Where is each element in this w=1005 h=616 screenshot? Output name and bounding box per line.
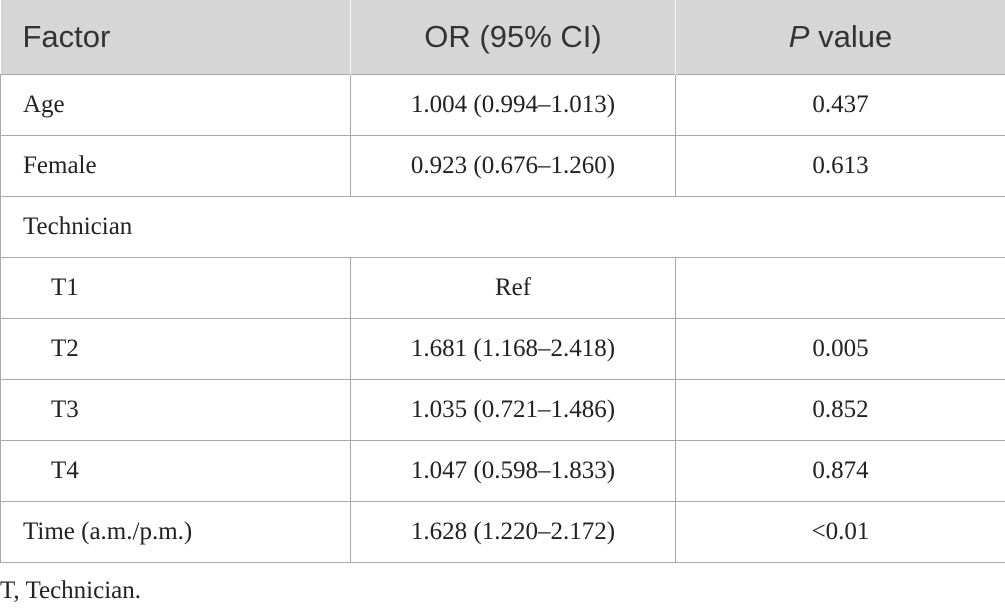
row: T1 Ref: [0, 257, 1005, 319]
cell: 1.004 (0.994–1.013): [350, 74, 676, 136]
row: Female 0.923 (0.676–1.260) 0.613: [0, 135, 1005, 197]
row: Technician: [0, 196, 1005, 258]
cell: 1.035 (0.721–1.486): [350, 379, 676, 441]
row: Time (a.m./p.m.) 1.628 (1.220–2.172) <0.01: [0, 501, 1005, 563]
cell: 0.874: [675, 440, 1005, 502]
empty-cell: [675, 257, 1005, 319]
header-cell: Factor: [0, 0, 351, 75]
row: Age 1.004 (0.994–1.013) 0.437: [0, 74, 1005, 136]
header-cell: OR (95% CI): [350, 0, 676, 75]
cell: 0.437: [675, 74, 1005, 136]
footnote: T, Technician.: [0, 577, 142, 604]
results-table: Factor OR (95% CI) P value Age 1.004 (0.9…: [0, 0, 1005, 563]
header-italic: P: [788, 19, 810, 54]
cell: T1: [0, 257, 351, 319]
row: T3 1.035 (0.721–1.486) 0.852: [0, 379, 1005, 441]
cell: 0.613: [675, 135, 1005, 197]
cell: 0.852: [675, 379, 1005, 441]
cell: Ref: [350, 257, 676, 319]
row: T4 1.047 (0.598–1.833) 0.874: [0, 440, 1005, 502]
cell: Female: [0, 135, 351, 197]
cell: 1.681 (1.168–2.418): [350, 318, 676, 380]
cell: T2: [0, 318, 351, 380]
cell: T3: [0, 379, 351, 441]
row: T2 1.681 (1.168–2.418) 0.005: [0, 318, 1005, 380]
cell: <0.01: [675, 501, 1005, 563]
cell: 0.923 (0.676–1.260): [350, 135, 676, 197]
cell: Technician: [0, 196, 1005, 258]
cell: 1.628 (1.220–2.172): [350, 501, 676, 563]
cell: 1.047 (0.598–1.833): [350, 440, 676, 502]
cell: T4: [0, 440, 351, 502]
header-cell: P value: [675, 0, 1005, 75]
header-text: value: [818, 19, 893, 54]
header-row: Factor OR (95% CI) P value: [0, 0, 1005, 75]
cell: Time (a.m./p.m.): [0, 501, 351, 563]
cell: Age: [0, 74, 351, 136]
cell: 0.005: [675, 318, 1005, 380]
